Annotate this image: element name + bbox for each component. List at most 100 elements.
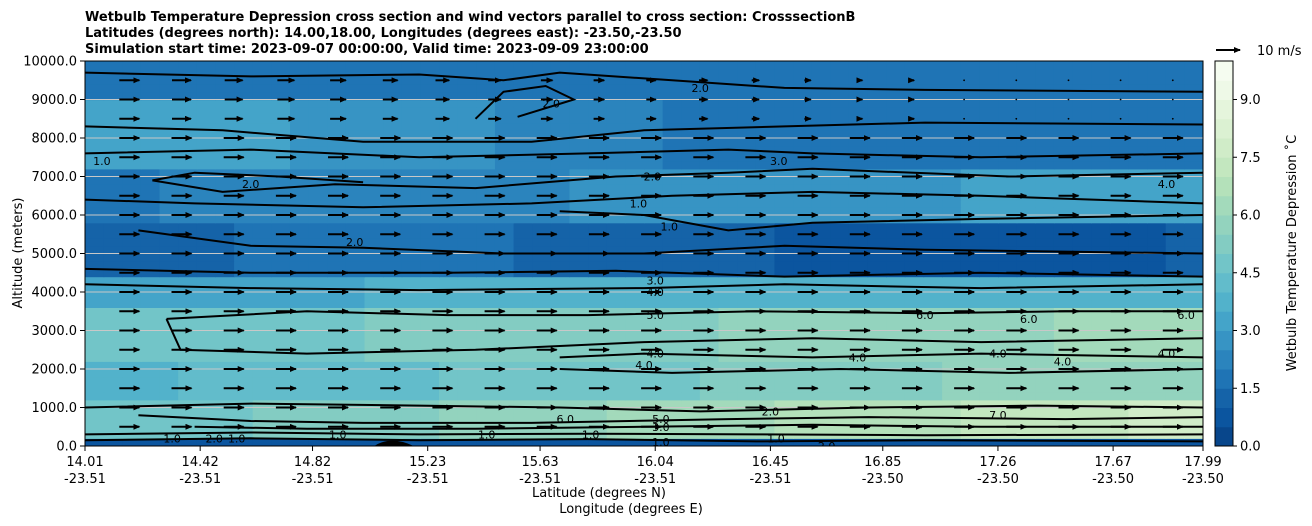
field-cell: [1053, 114, 1074, 124]
field-cell: [252, 153, 272, 162]
field-cell: [793, 330, 813, 339]
field-cell: [625, 384, 645, 393]
field-cell: [1053, 299, 1074, 308]
field-cell: [923, 122, 943, 131]
field-cell: [569, 322, 589, 332]
field-cell: [196, 76, 217, 85]
field-cell: [867, 222, 887, 231]
field-cell: [662, 153, 682, 162]
field-cell: [439, 276, 459, 285]
field-cell: [774, 114, 794, 124]
field-cell: [588, 330, 608, 339]
field-cell: [606, 222, 626, 231]
field-cell: [1072, 122, 1092, 131]
field-cell: [737, 99, 757, 108]
contour-label: 1.0: [661, 221, 679, 234]
field-cell: [1184, 138, 1203, 147]
field-cell: [252, 430, 272, 439]
field-cell: [513, 438, 533, 446]
field-cell: [513, 369, 533, 378]
colorbar-swatch: [1215, 272, 1233, 293]
field-cell: [737, 315, 757, 324]
field-cell: [476, 292, 496, 301]
field-cell: [439, 292, 459, 301]
field-cell: [103, 369, 123, 378]
field-cell: [196, 268, 217, 278]
field-cell: [420, 399, 440, 409]
field-cell: [345, 207, 366, 216]
field-cell: [196, 307, 217, 316]
field-cell: [532, 168, 552, 178]
field-cell: [960, 107, 980, 116]
field-cell: [364, 399, 384, 409]
field-cell: [196, 322, 217, 332]
field-cell: [886, 245, 906, 255]
field-cell: [867, 76, 887, 85]
field-cell: [550, 168, 571, 178]
field-cell: [867, 130, 887, 139]
field-cell: [103, 253, 123, 262]
field-cell: [401, 384, 421, 393]
field-cell: [1016, 322, 1036, 332]
field-cell: [122, 284, 142, 293]
field-cell: [904, 222, 925, 231]
field-cell: [886, 199, 906, 208]
field-cell: [140, 399, 161, 409]
field-cell: [532, 399, 552, 409]
field-cell: [904, 99, 925, 108]
field-cell: [718, 338, 738, 347]
field-cell: [532, 253, 552, 262]
field-cell: [942, 407, 962, 416]
field-cell: [755, 91, 776, 101]
field-cell: [457, 376, 477, 385]
field-cell: [103, 245, 123, 255]
field-cell: [289, 292, 310, 301]
field-cell: [830, 191, 850, 201]
field-cell: [234, 130, 254, 139]
field-cell: [718, 261, 738, 270]
field-cell: [513, 76, 533, 85]
field-cell: [196, 430, 217, 439]
field-cell: [140, 430, 161, 439]
field-cell: [625, 114, 645, 124]
field-cell: [345, 191, 366, 201]
field-cell: [699, 399, 720, 409]
field-cell: [867, 268, 887, 278]
field-cell: [625, 268, 645, 278]
field-cell: [234, 215, 254, 224]
field-cell: [644, 91, 664, 101]
field-cell: [998, 207, 1018, 216]
colorbar-label: Wetbulb Temperature Depression ˚C: [1284, 135, 1300, 372]
field-cell: [606, 191, 626, 201]
field-cell: [1053, 138, 1074, 147]
field-cell: [85, 153, 105, 162]
field-cell: [140, 307, 161, 316]
field-cell: [85, 91, 105, 101]
field-cell: [588, 91, 608, 101]
field-cell: [662, 376, 682, 385]
field-cell: [644, 222, 664, 231]
field-cell: [867, 238, 887, 247]
field-cell: [942, 353, 962, 362]
field-cell: [178, 353, 198, 362]
field-cell: [513, 407, 533, 416]
field-cell: [364, 353, 384, 362]
field-cell: [178, 122, 198, 131]
field-cell: [1072, 91, 1092, 101]
field-cell: [699, 207, 720, 216]
field-cell: [886, 222, 906, 231]
field-cell: [1128, 261, 1148, 270]
field-cell: [662, 99, 682, 108]
field-cell: [420, 199, 440, 208]
field-cell: [979, 353, 999, 362]
field-cell: [774, 268, 794, 278]
field-cell: [271, 415, 291, 424]
field-cell: [737, 215, 757, 224]
field-cell: [662, 292, 682, 301]
field-cell: [1035, 61, 1055, 70]
field-cell: [513, 384, 533, 393]
field-cell: [1035, 114, 1055, 124]
field-cell: [718, 153, 738, 162]
field-cell: [1147, 245, 1167, 255]
